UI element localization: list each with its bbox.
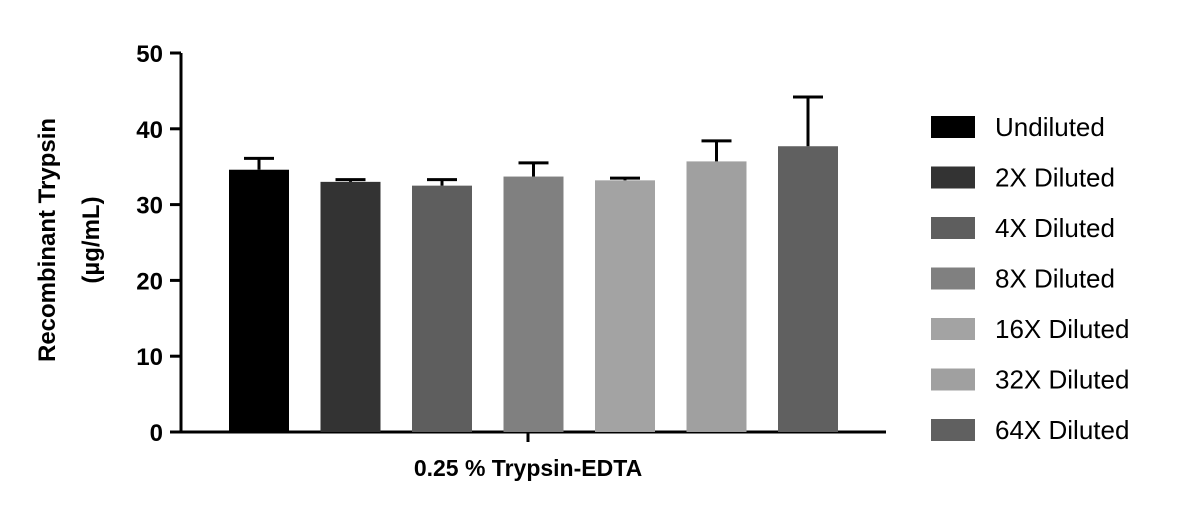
- legend-label: 64X Diluted: [995, 415, 1129, 445]
- axes: 0 10 20 30 40 50: [136, 41, 886, 447]
- legend-swatch: [931, 267, 975, 290]
- legend-label: 2X Diluted: [995, 163, 1115, 193]
- legend-swatch: [931, 368, 975, 391]
- legend-label: 16X Diluted: [995, 314, 1129, 344]
- bar-8x-diluted: [503, 176, 564, 432]
- legend-swatch: [931, 318, 975, 340]
- bar-2x-diluted: [320, 181, 381, 432]
- legend-swatch: [931, 116, 975, 138]
- y-tick-label: 40: [136, 117, 163, 144]
- legend-swatch: [931, 419, 975, 441]
- bar-32x-diluted: [686, 161, 747, 433]
- bar-4x-diluted: [412, 185, 472, 432]
- legend: Undiluted 2X Diluted 4X Diluted 8X Diluted 1…: [931, 112, 1129, 445]
- y-tick-label: 0: [150, 420, 163, 447]
- y-tick-label: 10: [136, 344, 163, 371]
- bar-64x-diluted: [778, 146, 838, 432]
- legend-swatch: [931, 217, 975, 239]
- legend-label: 4X Diluted: [995, 213, 1115, 243]
- axis-labels: 0.25 % Trypsin-EDTA Recombinant Trypsin …: [34, 118, 642, 481]
- legend-label: 32X Diluted: [995, 365, 1129, 395]
- legend-label: Undiluted: [995, 112, 1105, 142]
- x-axis-label: 0.25 % Trypsin-EDTA: [414, 455, 642, 481]
- legend-swatch: [931, 166, 975, 189]
- bar-undiluted: [229, 169, 289, 432]
- y-axis-label-line-2: (µg/mL): [78, 196, 105, 283]
- y-axis-label-line-1: Recombinant Trypsin: [34, 118, 61, 362]
- bar-16x-diluted: [595, 180, 655, 432]
- error-bars: [244, 95, 823, 186]
- y-tick-label: 50: [136, 41, 163, 68]
- legend-label: 8X Diluted: [995, 264, 1115, 294]
- y-tick-label: 20: [136, 268, 163, 295]
- y-tick-label: 30: [136, 193, 163, 220]
- bars: [229, 146, 838, 433]
